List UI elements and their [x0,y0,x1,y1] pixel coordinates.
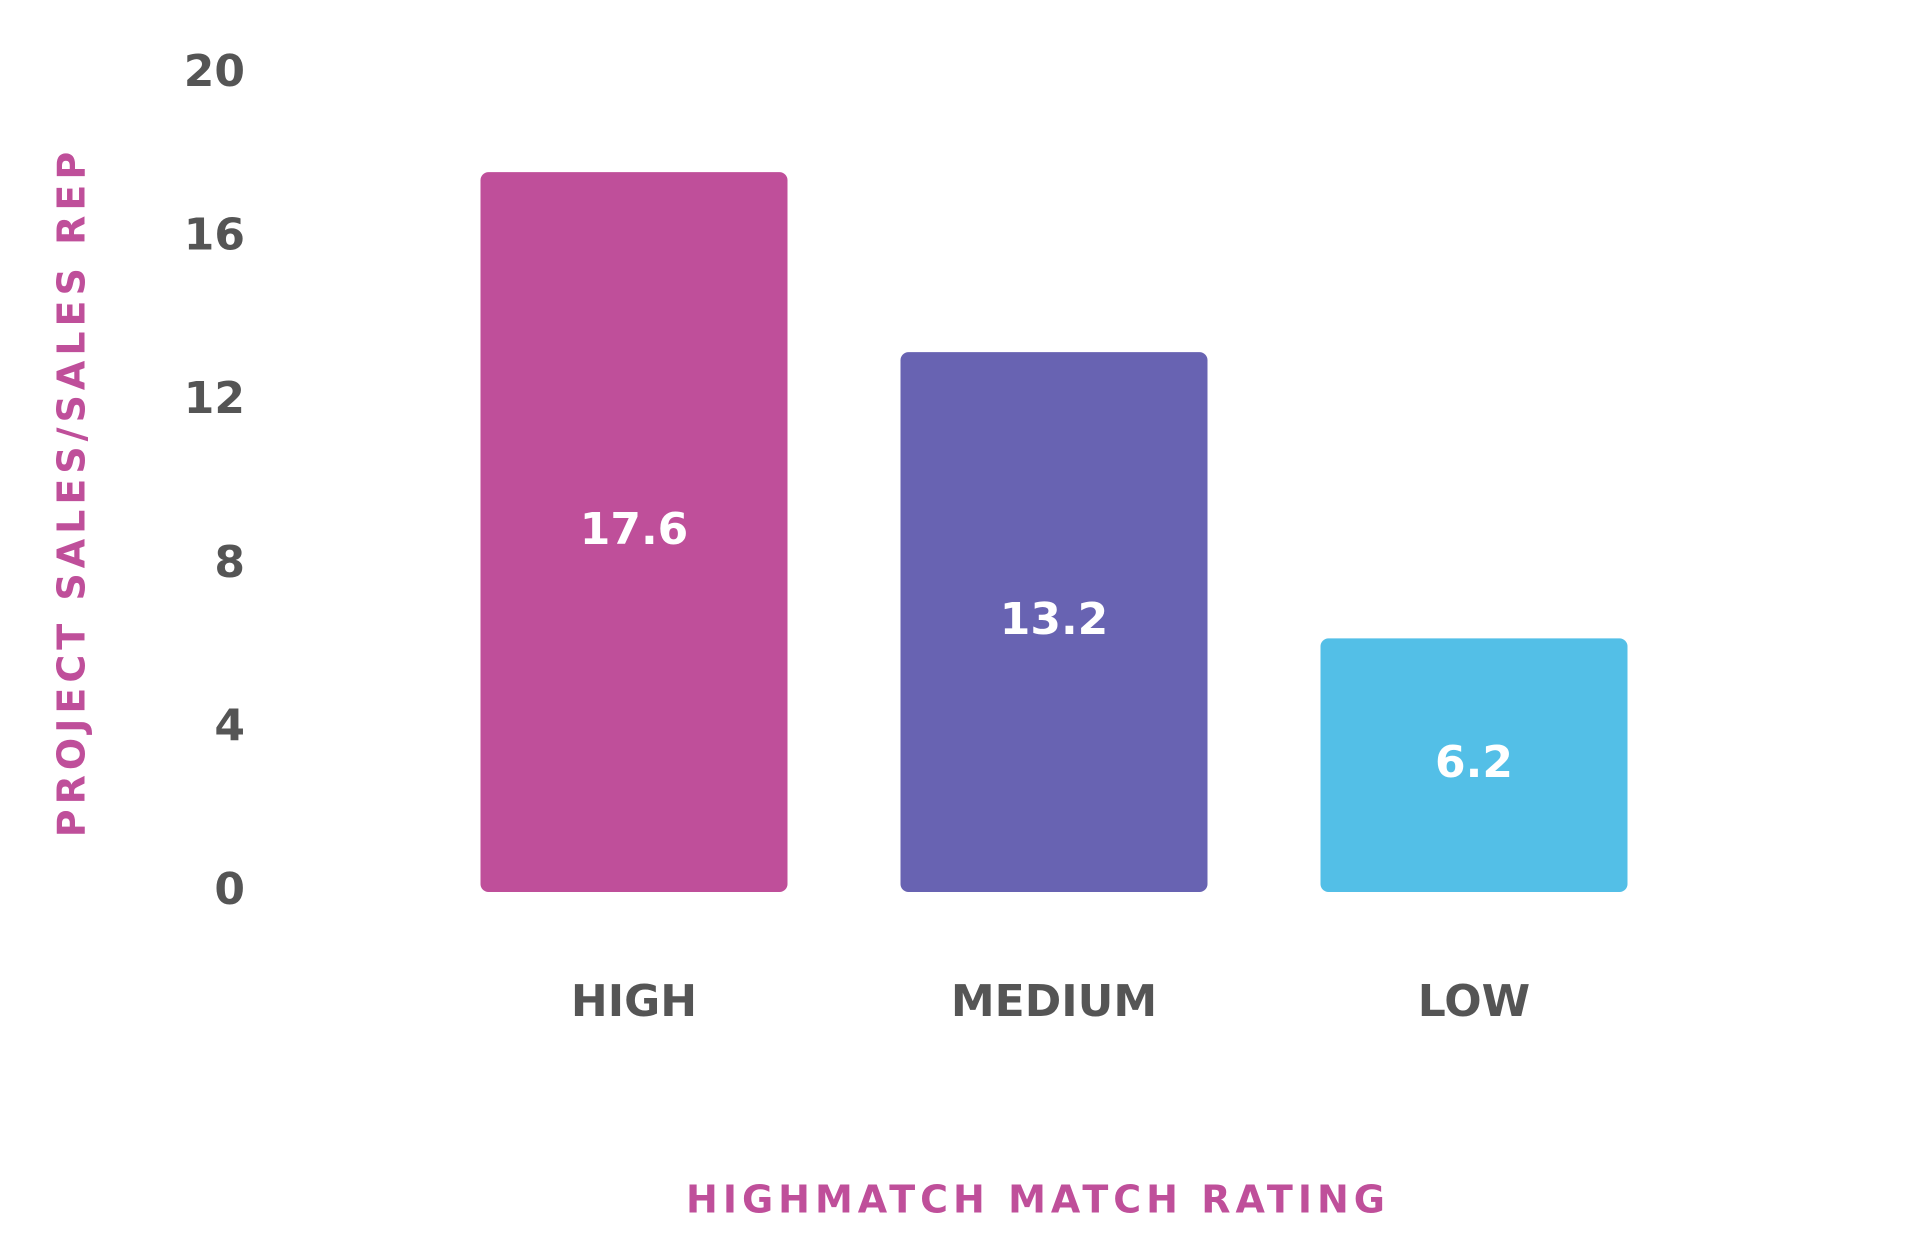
x-tick-label: HIGH [571,976,697,1027]
x-tick-label: MEDIUM [951,976,1157,1027]
bar [1320,638,1628,892]
value-label: 6.2 [1435,737,1513,788]
y-tick-label: 16 [184,210,245,261]
value-label: 17.6 [580,504,689,555]
y-tick-label: 8 [214,537,245,588]
value-label: 13.2 [1000,594,1109,645]
y-tick-label: 0 [214,864,245,915]
bar [900,352,1208,892]
bar [480,172,788,892]
y-tick-label: 20 [184,46,245,97]
y-tick-label: 12 [184,373,245,424]
x-axis-title: HIGHMATCH MATCH RATING [686,1178,1390,1222]
y-tick-label: 4 [214,700,245,751]
x-tick-label: LOW [1418,976,1530,1027]
y-axis-title: PROJECT SALES/SALES REP [50,147,94,837]
